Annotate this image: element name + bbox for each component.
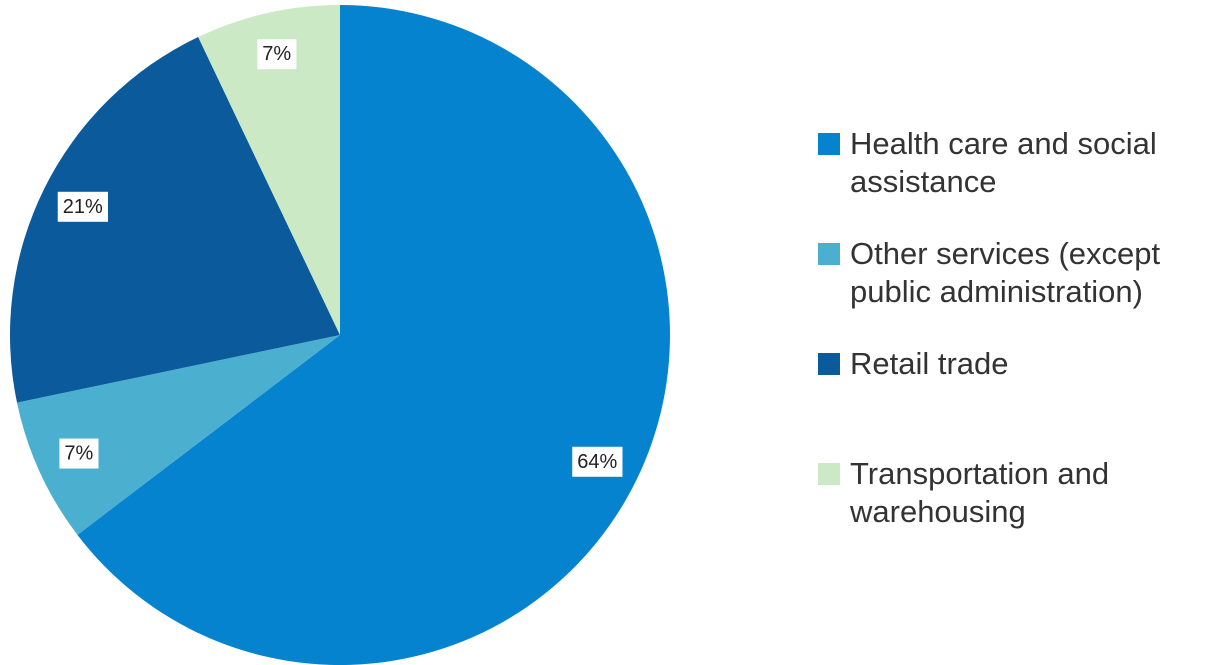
data-label-box	[257, 39, 297, 70]
legend-entry: Retail trade	[818, 345, 1218, 383]
legend-swatch	[818, 243, 840, 265]
data-label: 7%	[64, 443, 93, 465]
legend-label: Transportation and warehousing	[850, 456, 1110, 529]
legend-entry: Other services (except public administra…	[818, 235, 1218, 311]
pie-slice	[16, 335, 341, 535]
pie-slice	[9, 37, 340, 403]
data-label-box	[572, 446, 623, 477]
legend-label: Other services (except public administra…	[850, 236, 1161, 309]
legend-swatch	[818, 133, 840, 155]
legend-entry: Health care and social assistance	[818, 125, 1218, 201]
pie-area: 64% 7% 21% 7%	[9, 5, 671, 665]
data-label: 7%	[262, 43, 291, 65]
data-label-box	[59, 438, 99, 469]
legend-swatch	[818, 463, 840, 485]
legend-swatch	[818, 353, 840, 375]
legend-label: Retail trade	[850, 346, 1009, 381]
data-label-box	[57, 191, 108, 222]
data-label: 64%	[577, 451, 617, 473]
pie-slice	[77, 5, 671, 665]
pie-slice	[198, 5, 340, 335]
data-label: 21%	[63, 196, 103, 218]
legend-label: Health care and social assistance	[850, 126, 1157, 199]
legend-entry: Transportation and warehousing	[818, 455, 1218, 531]
